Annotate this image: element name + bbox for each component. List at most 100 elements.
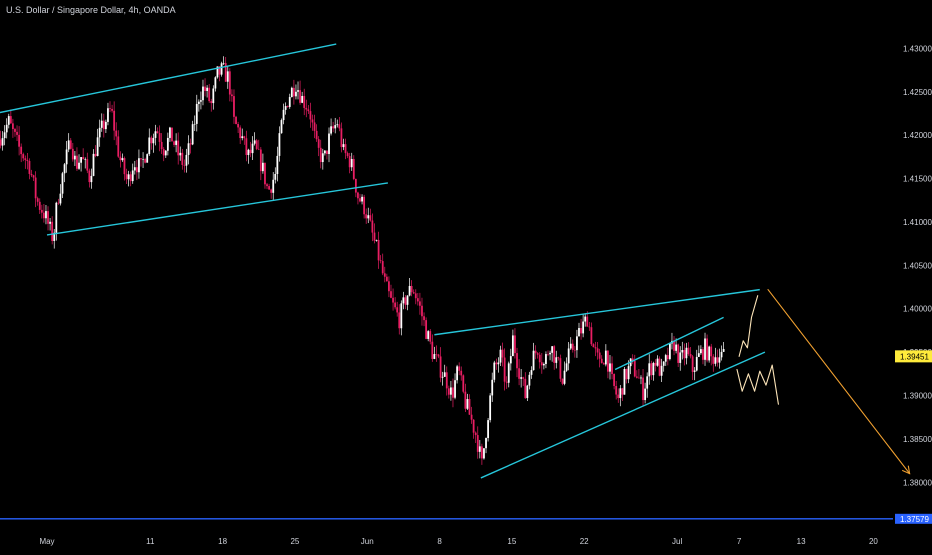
candle-body [243,136,246,139]
candle-body [76,155,78,169]
candle-body [179,152,182,156]
price-tick-label: 1.40500 [903,261,932,270]
candle-body [693,370,696,372]
candle-body [212,88,215,104]
candle-body [71,148,74,160]
projection-path[interactable] [738,295,759,357]
time-tick-label: 25 [290,537,299,546]
candle-body [445,372,448,389]
projection-path[interactable] [736,364,779,405]
candle-body [435,354,438,355]
candle-body [450,387,452,395]
candle-body [94,153,97,156]
candle-body [699,349,702,354]
horizontal-level-badge [895,513,932,524]
candle-body [45,211,47,219]
candle-body [154,131,157,138]
candle-body [706,338,708,361]
trendline[interactable] [434,288,760,336]
candle-body [559,358,562,379]
candle-body [553,346,556,363]
candle-body [315,130,318,140]
trendline[interactable] [46,182,388,236]
candle-body [664,355,667,362]
candle-body [392,297,394,303]
candle-body [96,137,99,156]
candle-body [654,362,657,366]
candle-body [423,316,425,321]
arrow-head-icon [901,465,911,475]
candle-body [323,150,326,154]
candle-body [623,368,626,395]
candle-body [280,120,283,134]
candle-body [662,361,665,366]
projection-arrow-line[interactable] [767,289,911,475]
candle-body [264,162,266,185]
candle-body [123,158,126,175]
candle-body [691,356,694,372]
candle-body [129,174,132,182]
candle-body [307,109,310,112]
candle-body [578,328,580,337]
candle-body [408,285,411,296]
trendline[interactable] [0,43,337,114]
candle-body [239,127,242,139]
candle-body [617,394,620,399]
candle-body [206,87,209,91]
candle-body [218,66,221,75]
candle-body [164,150,167,156]
candle-body [458,366,461,371]
candle-body [633,360,636,377]
candle-body [261,162,264,172]
candle-body [336,124,339,126]
candle-body [251,143,254,154]
candle-body [367,215,370,219]
candle-body [295,91,297,97]
chart-title: U.S. Dollar / Singapore Dollar, 4h, OAND… [6,5,176,15]
candle-body [49,221,51,224]
candle-body [485,438,487,449]
candle-body [220,63,223,75]
candle-body [625,368,628,380]
candle-body [388,281,390,292]
candle-body [468,399,471,415]
candle-body [278,133,281,156]
candle-body [131,170,134,182]
candle-body [189,143,192,145]
candle-body [342,144,345,148]
trendline[interactable] [480,351,766,479]
candle-body [495,362,498,365]
candle-body [125,174,128,180]
candle-body [111,108,113,111]
candle-body [673,340,675,351]
candle-body [286,106,289,107]
candle-body [208,87,211,102]
time-axis[interactable]: May111825Jun81522Jul7132027Aug [39,537,932,546]
price-tick-label: 1.42000 [903,131,932,140]
candle-body [439,356,442,378]
candle-body [695,356,698,371]
candle-body [476,435,479,452]
candle-body [528,374,531,386]
candle-body [646,376,649,389]
candle-body [679,352,682,363]
candle-body [396,307,399,313]
candle-body [344,144,347,154]
candle-body [377,239,380,261]
price-axis[interactable]: 1.43000 1.42500 1.42000 1.41500 1.41000 1.405… [895,44,932,524]
candle-body [57,202,60,204]
candle-body [619,388,622,399]
candle-body [59,193,62,204]
candle-body [571,343,574,350]
candle-body [431,341,434,359]
candle-body [650,363,653,376]
price-tick-label: 1.42500 [903,88,932,97]
candle-body [470,414,473,420]
candle-body [607,350,609,372]
candle-body [598,352,601,359]
candle-body [171,127,173,142]
trendline[interactable] [614,316,724,371]
time-tick-label: 11 [146,537,155,546]
